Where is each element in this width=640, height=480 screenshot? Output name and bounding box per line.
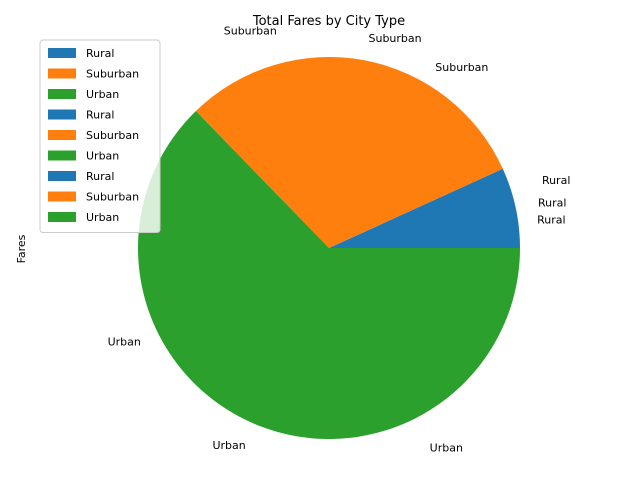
legend-swatch xyxy=(48,68,76,79)
legend-entry: Suburban xyxy=(86,191,139,204)
legend-swatch xyxy=(48,130,76,140)
chart-title: Total Fares by City Type xyxy=(252,14,405,29)
legend-swatch xyxy=(48,109,76,120)
pie-slices xyxy=(138,56,520,439)
legend-swatch xyxy=(48,191,76,202)
slice-label: Rural xyxy=(537,213,565,226)
legend-swatch xyxy=(48,150,76,161)
slice-label: Urban xyxy=(212,439,245,452)
legend-entry: Rural xyxy=(86,170,114,183)
legend-entry: Suburban xyxy=(86,129,139,142)
legend-swatch xyxy=(48,48,76,58)
pie-slice-rural xyxy=(329,168,520,248)
slice-label: Urban xyxy=(108,336,141,349)
legend-entry: Urban xyxy=(86,88,119,101)
legend: Rural Suburban Urban Rural Suburban Urban Rura… xyxy=(39,39,161,233)
slice-labels: Rural Rural Rural Suburban Suburban Suburban U… xyxy=(108,25,571,455)
legend-swatch xyxy=(48,89,76,99)
pie-slice-urban xyxy=(138,111,520,439)
slice-label: Suburban xyxy=(369,32,422,45)
legend-entry: Rural xyxy=(86,109,114,122)
legend-swatch xyxy=(48,171,76,181)
legend-swatch xyxy=(48,212,76,222)
slice-label: Rural xyxy=(542,174,570,187)
pie-slice-suburban xyxy=(195,56,503,248)
legend-entry: Urban xyxy=(86,211,119,224)
slice-label: Rural xyxy=(538,197,566,210)
y-axis-label: Fares xyxy=(15,234,28,263)
legend-frame xyxy=(39,39,161,233)
slice-label: Suburban xyxy=(224,25,277,38)
slice-label: Urban xyxy=(430,442,463,455)
legend-entry: Suburban xyxy=(86,68,139,81)
legend-entry: Urban xyxy=(86,150,119,163)
legend-entry: Rural xyxy=(86,47,114,60)
slice-label: Suburban xyxy=(435,61,488,74)
